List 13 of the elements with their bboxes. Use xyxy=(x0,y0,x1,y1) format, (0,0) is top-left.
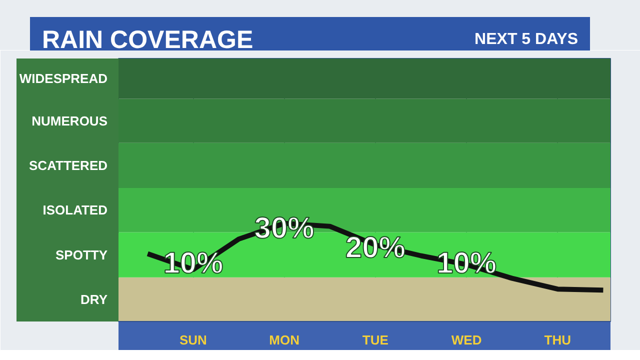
chart-title: RAIN COVERAGE xyxy=(42,25,254,56)
x-tick-label: MON xyxy=(269,332,300,348)
chart-subtitle: NEXT 5 DAYS xyxy=(474,30,578,50)
band-label: ISOLATED xyxy=(42,202,108,218)
band-label: SCATTERED xyxy=(29,158,108,173)
band-label: SPOTTY xyxy=(55,247,108,262)
x-tick-label: SUN xyxy=(179,332,207,348)
x-tick-label: WED xyxy=(451,332,482,348)
band-label: DRY xyxy=(80,292,108,307)
x-tick-label: TUE xyxy=(362,332,389,348)
x-tick-label: THU xyxy=(544,332,572,348)
band-label: WIDESPREAD xyxy=(19,71,108,86)
band-label: NUMEROUS xyxy=(32,113,108,128)
